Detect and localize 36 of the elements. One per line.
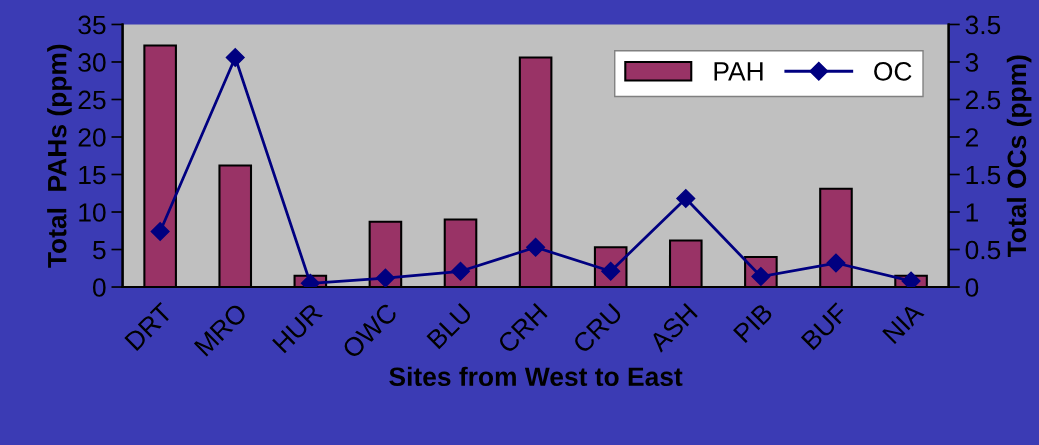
y2-tick-label: 0 — [965, 278, 979, 297]
legend-label: PAH — [714, 62, 763, 81]
point — [901, 271, 921, 288]
y-tick-label: 0 — [92, 278, 106, 297]
point — [676, 188, 696, 209]
bar — [518, 56, 553, 288]
point — [526, 237, 546, 257]
y2-tick-label: 1 — [966, 203, 978, 222]
point — [225, 47, 245, 68]
bar — [218, 164, 253, 288]
y2-tick-label: 2 — [965, 128, 978, 147]
y2-tick-label: 3.5 — [965, 15, 1001, 35]
y2-tick-label: 2.5 — [965, 90, 1001, 110]
y-tick-label: 25 — [78, 90, 106, 110]
x-tick-label: PIB — [733, 302, 774, 343]
x-tick-label: NIA — [882, 301, 925, 345]
y-axis-title: Total PAHs (ppm) — [47, 44, 72, 268]
y2-tick-label: 3 — [965, 53, 979, 72]
y-tick-label: 35 — [78, 15, 106, 35]
point — [826, 253, 846, 273]
point — [150, 221, 170, 242]
x-axis-title: Sites from West to East — [389, 366, 683, 387]
point — [450, 261, 471, 281]
y2-tick-label: 1.5 — [966, 165, 1001, 185]
bar — [819, 187, 853, 288]
y-tick-label: 5 — [93, 240, 106, 260]
bar — [668, 239, 703, 288]
point — [375, 268, 395, 288]
y-tick-label: 20 — [78, 128, 106, 147]
bar — [143, 44, 177, 288]
y-tick-label: 15 — [79, 165, 106, 185]
legend-label: OC — [874, 62, 912, 81]
y-tick-label: 30 — [78, 53, 106, 72]
y2-tick-label: 0.5 — [965, 240, 1001, 260]
y-tick-label: 10 — [79, 203, 106, 222]
y2-axis-title: Total OCs (ppm) — [1006, 55, 1032, 258]
